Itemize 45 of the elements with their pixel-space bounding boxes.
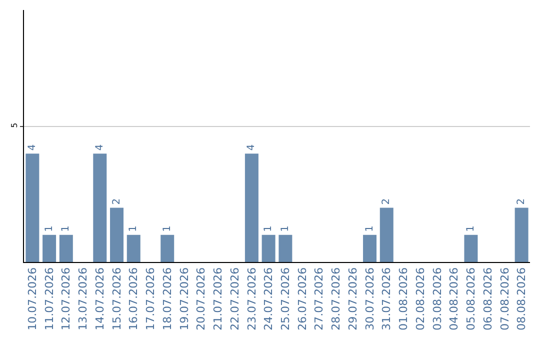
x-tick-label: 17.07.2026 — [144, 267, 158, 330]
x-tick-label: 04.08.2026 — [448, 267, 461, 330]
data-label: 1 — [364, 226, 376, 232]
data-label: 2 — [381, 198, 392, 205]
x-tick-label: 13.07.2026 — [76, 267, 90, 330]
data-label: 4 — [246, 144, 258, 151]
x-tick-label: 20.07.2026 — [194, 267, 208, 330]
x-tick-label: 18.07.2026 — [160, 267, 174, 330]
x-tick-label: 24.07.2026 — [262, 267, 276, 330]
x-tick-label: 21.07.2026 — [212, 267, 225, 330]
x-tick-label: 01.08.2026 — [397, 267, 410, 330]
data-label: 2 — [111, 198, 122, 205]
x-tick-label: 12.07.2026 — [60, 267, 73, 330]
x-tick-label: 14.07.2026 — [93, 267, 106, 330]
x-tick-label: 03.08.2026 — [430, 267, 444, 330]
x-tick-label: 10.07.2026 — [26, 267, 40, 330]
x-tick-label: 15.07.2026 — [110, 267, 124, 330]
data-label: 1 — [263, 226, 274, 232]
data-label: 1 — [44, 226, 55, 232]
y-tick-label: 5 — [10, 122, 19, 128]
data-label: 1 — [280, 226, 291, 232]
x-tick-label: 22.07.2026 — [228, 267, 242, 330]
x-tick-label: 26.07.2026 — [296, 267, 309, 330]
data-label: 1 — [60, 226, 72, 232]
x-tick-label: 25.07.2026 — [279, 267, 292, 330]
x-tick-label: 27.07.2026 — [312, 267, 326, 330]
x-tick-label: 02.08.2026 — [414, 267, 427, 330]
x-tick-label: 31.07.2026 — [380, 267, 394, 330]
x-tick-label: 16.07.2026 — [127, 267, 140, 330]
x-tick-label: 30.07.2026 — [363, 267, 376, 330]
x-tick-label: 23.07.2026 — [245, 267, 258, 330]
x-tick-label: 06.08.2026 — [481, 267, 494, 330]
data-label: 1 — [465, 226, 476, 232]
data-label: 4 — [26, 144, 38, 151]
x-tick-label: 11.07.2026 — [42, 267, 56, 330]
x-tick-label: 28.07.2026 — [330, 267, 343, 330]
x-tick-label: 08.08.2026 — [515, 267, 528, 330]
x-tick-label: 05.08.2026 — [464, 267, 478, 330]
data-label: 4 — [94, 144, 106, 151]
data-label: 1 — [162, 226, 173, 232]
x-tick-label: 19.07.2026 — [178, 267, 191, 330]
data-label: 2 — [516, 198, 528, 205]
x-tick-label: 07.08.2026 — [498, 267, 512, 330]
x-tick-label: 29.07.2026 — [346, 267, 360, 330]
data-label: 1 — [128, 226, 140, 232]
